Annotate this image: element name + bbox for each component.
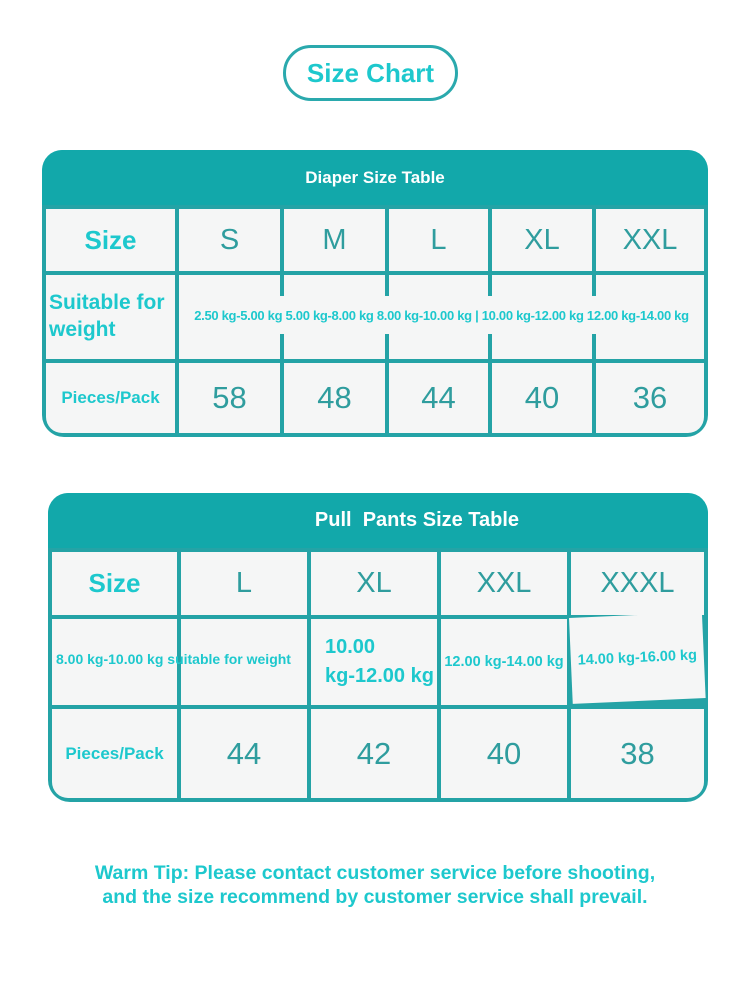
diaper-weight-row-label: Suitable for weight bbox=[46, 275, 175, 359]
warm-tip-line1: Warm Tip: Please contact customer servic… bbox=[94, 862, 656, 884]
pull-pants-size-xl: XL bbox=[311, 552, 437, 615]
pull-pants-size-row-label: Size bbox=[52, 552, 177, 615]
diaper-size-row-label: Size bbox=[46, 209, 175, 271]
diaper-size-xxl: XXL bbox=[596, 209, 704, 271]
diaper-size-s: S bbox=[179, 209, 280, 271]
pull-pants-pieces-l: 44 bbox=[181, 709, 307, 798]
diaper-size-table: Diaper Size Table Size S M L XL XXL Suit… bbox=[42, 150, 708, 437]
diaper-table-title: Diaper Size Table bbox=[305, 167, 445, 187]
pull-pants-size-table: Pull Pants Size Table Size L XL XXL XXXL… bbox=[48, 493, 708, 802]
diaper-weight-values: 2.50 kg-5.00 kg 5.00 kg-8.00 kg 8.00 kg-… bbox=[179, 296, 704, 334]
warm-tip-line2: and the size recommend by customer servi… bbox=[102, 885, 648, 908]
pull-pants-pieces-xl: 42 bbox=[311, 709, 437, 798]
pull-pants-weight-xl: 10.00 kg-12.00 kg bbox=[311, 619, 437, 705]
pull-pants-weight-xxxl: 14.00 kg-16.00 kg bbox=[569, 612, 706, 704]
diaper-table-body: Size S M L XL XXL Suitable for weight Pi… bbox=[42, 205, 708, 437]
pull-pants-weight-xxl: 12.00 kg-14.00 kg bbox=[441, 619, 567, 705]
diaper-pieces-xxl: 36 bbox=[596, 363, 704, 433]
pull-pants-table-body: Size L XL XXL XXXL 10.00 kg-12.00 kg 12.… bbox=[48, 548, 708, 802]
diaper-size-xl: XL bbox=[492, 209, 592, 271]
pull-pants-pieces-xxxl: 38 bbox=[571, 709, 704, 798]
diaper-pieces-xl: 40 bbox=[492, 363, 592, 433]
size-chart-pill-label: Size Chart bbox=[306, 57, 435, 88]
pull-pants-weight-cell bbox=[181, 619, 307, 705]
diaper-pieces-m: 48 bbox=[284, 363, 385, 433]
diaper-size-l: L bbox=[389, 209, 488, 271]
diaper-table-header: Diaper Size Table bbox=[42, 150, 708, 205]
pull-pants-size-xxxl: XXXL bbox=[571, 552, 704, 615]
diaper-pieces-s: 58 bbox=[179, 363, 280, 433]
size-chart-pill: Size Chart bbox=[283, 45, 458, 101]
warm-tip: Warm Tip: Please contact customer servic… bbox=[0, 862, 750, 909]
pull-pants-size-xxl: XXL bbox=[441, 552, 567, 615]
pull-pants-table-header: Pull Pants Size Table bbox=[48, 493, 708, 548]
pull-pants-table-title: Pull Pants Size Table bbox=[314, 509, 520, 531]
pull-pants-weight-cell bbox=[52, 619, 177, 705]
diaper-pieces-l: 44 bbox=[389, 363, 488, 433]
diaper-size-m: M bbox=[284, 209, 385, 271]
pull-pants-pieces-xxl: 40 bbox=[441, 709, 567, 798]
pull-pants-size-l: L bbox=[181, 552, 307, 615]
pull-pants-pieces-row-label: Pieces/Pack bbox=[52, 709, 177, 798]
diaper-pieces-row-label: Pieces/Pack bbox=[46, 363, 175, 433]
